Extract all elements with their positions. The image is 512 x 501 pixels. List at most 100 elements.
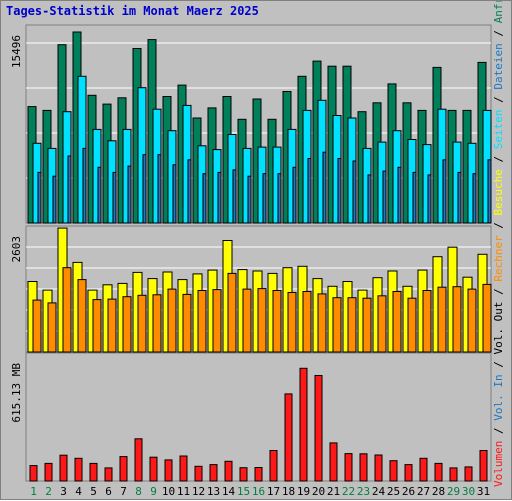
x-tick-label: 1 (30, 485, 37, 498)
legend-item-rechner: Rechner (492, 235, 505, 282)
legend-separator: / (492, 149, 505, 169)
bar-seiten (37, 171, 42, 224)
x-tick-label: 23 (357, 485, 370, 498)
legend-separator: / (492, 90, 505, 110)
legend-separator: / (492, 421, 505, 441)
bar-rechner (407, 297, 417, 353)
bar-volumen (44, 462, 53, 482)
bar-volumen (134, 438, 143, 482)
bar-volumen (59, 454, 68, 482)
x-tick-label: 10 (162, 485, 175, 498)
bar-rechner (122, 296, 132, 353)
bar-volumen (104, 467, 113, 482)
bar-seiten (427, 174, 432, 224)
bar-volumen (284, 393, 293, 482)
bar-seiten (397, 166, 402, 224)
bar-rechner (392, 291, 402, 353)
bar-volumen (269, 450, 278, 482)
bar-volumen (374, 454, 383, 482)
bar-volumen (179, 455, 188, 482)
bar-rechner (422, 290, 432, 353)
bar-volumen (359, 453, 368, 482)
bar-volumen (329, 442, 338, 482)
bar-rechner (167, 288, 177, 353)
bar-rechner (482, 283, 492, 353)
x-tick-label: 13 (207, 485, 220, 498)
bar-volumen (344, 453, 353, 482)
y-tick-label-visits: 2603 (10, 236, 23, 263)
x-tick-label: 29 (447, 485, 460, 498)
bar-seiten (487, 159, 492, 224)
x-tick-label: 9 (150, 485, 157, 498)
x-tick-label: 26 (402, 485, 415, 498)
x-tick-label: 17 (267, 485, 280, 498)
legend-item-vol-out: Vol. Out (492, 302, 505, 355)
bar-seiten (247, 175, 252, 224)
x-tick-label: 20 (312, 485, 325, 498)
x-tick-label: 21 (327, 485, 340, 498)
bar-volumen (389, 460, 398, 482)
bar-volumen (224, 460, 233, 482)
bar-seiten (232, 169, 237, 224)
bar-rechner (212, 289, 222, 353)
x-tick-label: 11 (177, 485, 190, 498)
legend-item-anfragen: Anfragen (492, 1, 505, 23)
bar-seiten (352, 160, 357, 224)
y-tick-label-requests: 15496 (10, 35, 23, 68)
x-tick-label: 16 (252, 485, 265, 498)
x-tick-label: 25 (387, 485, 400, 498)
x-tick-label: 18 (282, 485, 295, 498)
bar-volumen (464, 466, 473, 482)
bar-seiten (157, 154, 162, 224)
bar-seiten (367, 174, 372, 224)
legend-item-besuche: Besuche (492, 169, 505, 215)
bar-volumen (314, 375, 323, 482)
bar-seiten (172, 164, 177, 224)
x-tick-label: 8 (135, 485, 142, 498)
bar-seiten (292, 166, 297, 224)
legend: Volumen / Vol. In / Vol. Out / Rechner /… (492, 1, 505, 487)
bar-rechner (347, 297, 357, 353)
bar-rechner (62, 267, 72, 353)
bar-volumen (434, 462, 443, 482)
legend-item-seiten: Seiten (492, 109, 505, 149)
bar-seiten (52, 175, 57, 224)
x-tick-label: 12 (192, 485, 205, 498)
bar-volumen (299, 367, 308, 482)
legend-item-volumen: Volumen (492, 441, 505, 487)
bar-seiten (262, 173, 267, 224)
x-tick-label: 19 (297, 485, 310, 498)
bar-volumen (29, 465, 38, 482)
bar-seiten (202, 173, 207, 224)
bar-seiten (142, 154, 147, 224)
bar-seiten (337, 158, 342, 224)
legend-item-vol-in: Vol. In (492, 374, 505, 420)
chart-title: Tages-Statistik im Monat Maerz 2025 (6, 4, 259, 18)
bar-volumen (74, 457, 83, 482)
y-tick-label-volume: 615.13 MB (10, 363, 23, 423)
bar-volumen (89, 462, 98, 482)
bar-rechner (92, 299, 102, 353)
x-tick-label: 4 (75, 485, 82, 498)
bar-rechner (287, 292, 297, 353)
x-tick-label: 7 (120, 485, 127, 498)
panel-volume-frame (25, 352, 492, 482)
bar-rechner (317, 293, 327, 353)
bar-seiten (442, 159, 447, 224)
bar-seiten (67, 155, 72, 224)
bar-seiten (457, 171, 462, 224)
bar-rechner (47, 302, 57, 353)
x-tick-label: 22 (342, 485, 355, 498)
legend-item-dateien: Dateien (492, 43, 505, 89)
bar-rechner (152, 294, 162, 353)
bar-volumen (239, 467, 248, 482)
bar-volumen (404, 464, 413, 482)
bar-rechner (362, 297, 372, 353)
x-tick-label: 15 (237, 485, 250, 498)
x-tick-label: 2 (45, 485, 52, 498)
x-tick-label: 28 (432, 485, 445, 498)
bar-volumen (194, 465, 203, 482)
bar-rechner (137, 294, 147, 353)
